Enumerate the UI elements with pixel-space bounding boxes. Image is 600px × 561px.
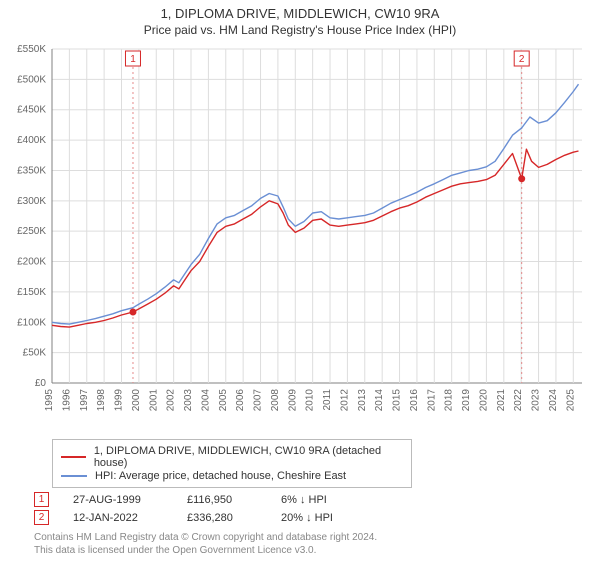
transaction-date: 27-AUG-1999 [73,494,163,506]
svg-text:2004: 2004 [200,389,211,412]
svg-text:£550K: £550K [17,44,46,55]
svg-text:2000: 2000 [131,389,142,412]
chart-title: 1, DIPLOMA DRIVE, MIDDLEWICH, CW10 9RA [10,6,590,21]
transaction-price: £116,950 [187,494,257,506]
svg-text:1995: 1995 [44,389,55,412]
svg-text:2023: 2023 [531,389,542,412]
svg-text:2018: 2018 [444,389,455,412]
chart-subtitle: Price paid vs. HM Land Registry's House … [10,23,590,37]
svg-text:2: 2 [519,54,525,65]
svg-text:2017: 2017 [426,389,437,412]
svg-text:2019: 2019 [461,389,472,412]
svg-text:2010: 2010 [305,389,316,412]
legend-swatch [61,456,86,458]
svg-text:£500K: £500K [17,74,46,85]
table-row: 2 12-JAN-2022 £336,280 20% ↓ HPI [34,510,590,525]
svg-text:1997: 1997 [79,389,90,412]
svg-text:2011: 2011 [322,389,333,411]
table-row: 1 27-AUG-1999 £116,950 6% ↓ HPI [34,492,590,507]
svg-text:£350K: £350K [17,165,46,176]
svg-text:2016: 2016 [409,389,420,412]
svg-text:2013: 2013 [357,389,368,412]
svg-text:2009: 2009 [287,389,298,412]
svg-text:2020: 2020 [478,389,489,412]
svg-text:2022: 2022 [513,389,524,412]
legend-item: 1, DIPLOMA DRIVE, MIDDLEWICH, CW10 9RA (… [61,445,403,469]
svg-text:£200K: £200K [17,257,46,268]
svg-text:£300K: £300K [17,196,46,207]
svg-text:2006: 2006 [235,389,246,412]
svg-text:2025: 2025 [565,389,576,412]
svg-text:2008: 2008 [270,389,281,412]
svg-text:£150K: £150K [17,287,46,298]
transaction-price: £336,280 [187,512,257,524]
legend-label: 1, DIPLOMA DRIVE, MIDDLEWICH, CW10 9RA (… [94,445,403,469]
attribution: Contains HM Land Registry data © Crown c… [34,531,590,557]
transaction-hpi-diff: 20% ↓ HPI [281,512,371,524]
svg-text:2014: 2014 [374,389,385,412]
svg-text:£50K: £50K [23,348,47,359]
svg-text:2007: 2007 [253,389,264,412]
transaction-date: 12-JAN-2022 [73,512,163,524]
svg-text:2012: 2012 [339,389,350,412]
svg-text:£400K: £400K [17,135,46,146]
svg-text:2021: 2021 [496,389,507,412]
attribution-line: This data is licensed under the Open Gov… [34,544,590,557]
legend-swatch [61,475,87,477]
svg-text:2024: 2024 [548,389,559,412]
svg-text:£0: £0 [35,378,47,389]
transaction-badge: 1 [34,492,49,507]
line-chart-svg: £0 £50K £100K £150K £200K £250K £300K £350K £400… [10,43,590,433]
transaction-hpi-diff: 6% ↓ HPI [281,494,371,506]
legend: 1, DIPLOMA DRIVE, MIDDLEWICH, CW10 9RA (… [52,439,412,488]
chart-area: £0 £50K £100K £150K £200K £250K £300K £350K £400… [10,43,590,433]
svg-text:1999: 1999 [114,389,125,412]
transaction-table: 1 27-AUG-1999 £116,950 6% ↓ HPI 2 12-JAN… [34,492,590,525]
svg-text:2015: 2015 [392,389,403,412]
transaction-badge: 2 [34,510,49,525]
svg-text:£250K: £250K [17,226,46,237]
attribution-line: Contains HM Land Registry data © Crown c… [34,531,590,544]
svg-text:2003: 2003 [183,389,194,412]
svg-text:2001: 2001 [148,389,159,412]
svg-text:2005: 2005 [218,389,229,412]
svg-text:1: 1 [130,54,136,65]
legend-label: HPI: Average price, detached house, Ches… [95,470,346,482]
svg-text:1996: 1996 [61,389,72,412]
legend-item: HPI: Average price, detached house, Ches… [61,470,403,482]
svg-text:1998: 1998 [96,389,107,412]
svg-text:£100K: £100K [17,317,46,328]
svg-text:£450K: £450K [17,105,46,116]
svg-text:2002: 2002 [166,389,177,412]
